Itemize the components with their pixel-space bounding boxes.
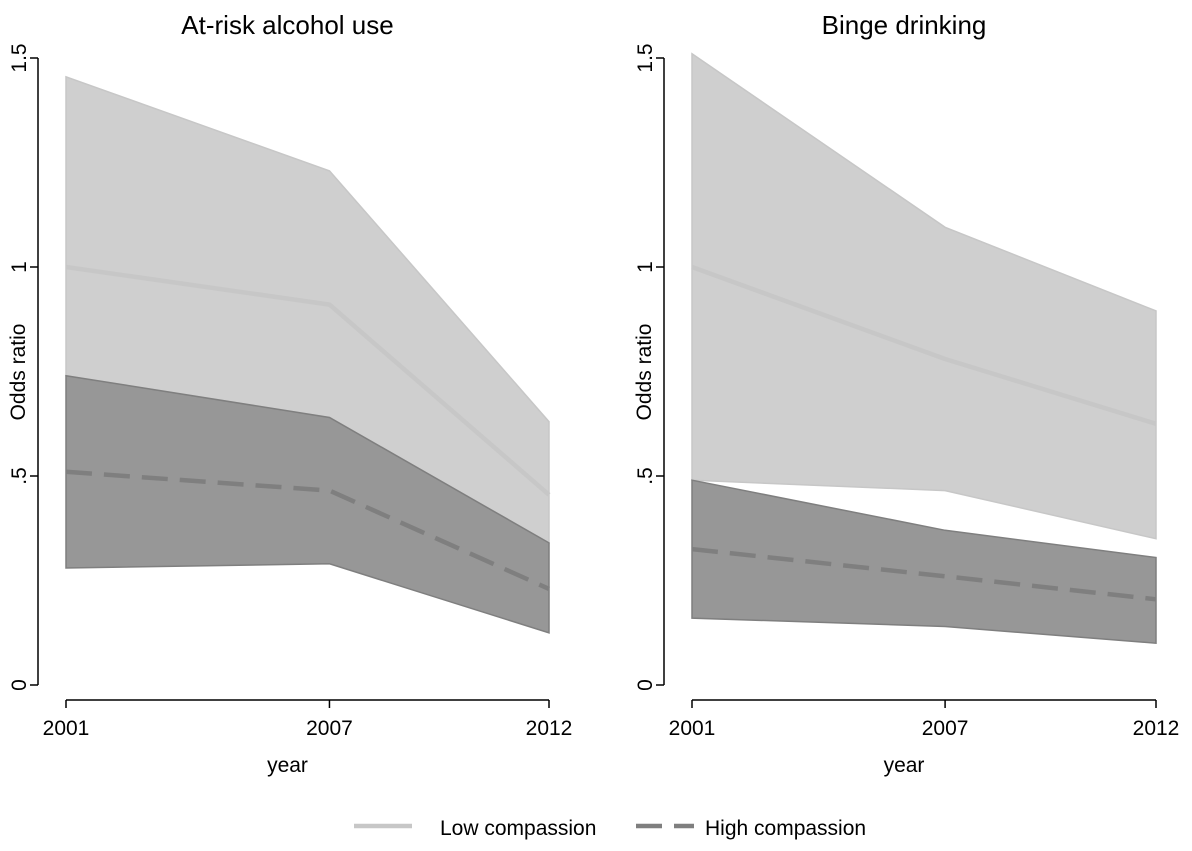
- legend: Low compassion High compassion: [354, 817, 866, 840]
- legend-label-low-compassion: Low compassion: [440, 817, 596, 840]
- legend-label-high-compassion: High compassion: [705, 817, 866, 840]
- x-tick-label: 2001: [669, 717, 716, 740]
- y-axis-label: Odds ratio: [633, 324, 656, 421]
- chart-panel-1: 0 .5 1 1.5 2001 2007 2012 At-risk alcohol use ye…: [7, 10, 572, 777]
- ci-band-high-compassion: [691, 479, 1157, 645]
- y-tick-label: 0: [634, 679, 657, 691]
- ci-band-high-compassion: [65, 374, 550, 634]
- y-tick-label: 1: [8, 261, 31, 273]
- series-line-high-compassion: [65, 469, 550, 591]
- y-tick-label: 1.5: [8, 43, 31, 72]
- x-tick-label: 2007: [306, 717, 353, 740]
- panel-title: Binge drinking: [822, 10, 987, 40]
- y-tick-label: .5: [8, 467, 31, 485]
- ci-band-low-compassion: [691, 52, 1157, 540]
- x-tick-label: 2007: [922, 717, 969, 740]
- x-tick-label: 2012: [1133, 717, 1180, 740]
- y-tick-label: 1: [634, 261, 657, 273]
- x-axis-label: year: [267, 754, 308, 777]
- chart-panel-2: 0 .5 1 1.5 2001 2007 2012 Binge drinking year Odd…: [633, 10, 1179, 777]
- y-tick-label: 0: [8, 679, 31, 691]
- y-tick-label: 1.5: [634, 43, 657, 72]
- series-line-high-compassion: [691, 546, 1157, 602]
- x-tick-label: 2012: [526, 717, 573, 740]
- x-tick-label: 2001: [43, 717, 90, 740]
- series-line-low-compassion: [691, 264, 1157, 426]
- x-axis-label: year: [884, 754, 925, 777]
- panel-title: At-risk alcohol use: [181, 10, 393, 40]
- y-axis-label: Odds ratio: [7, 324, 30, 421]
- y-tick-label: .5: [634, 467, 657, 485]
- series-line-low-compassion: [65, 264, 551, 497]
